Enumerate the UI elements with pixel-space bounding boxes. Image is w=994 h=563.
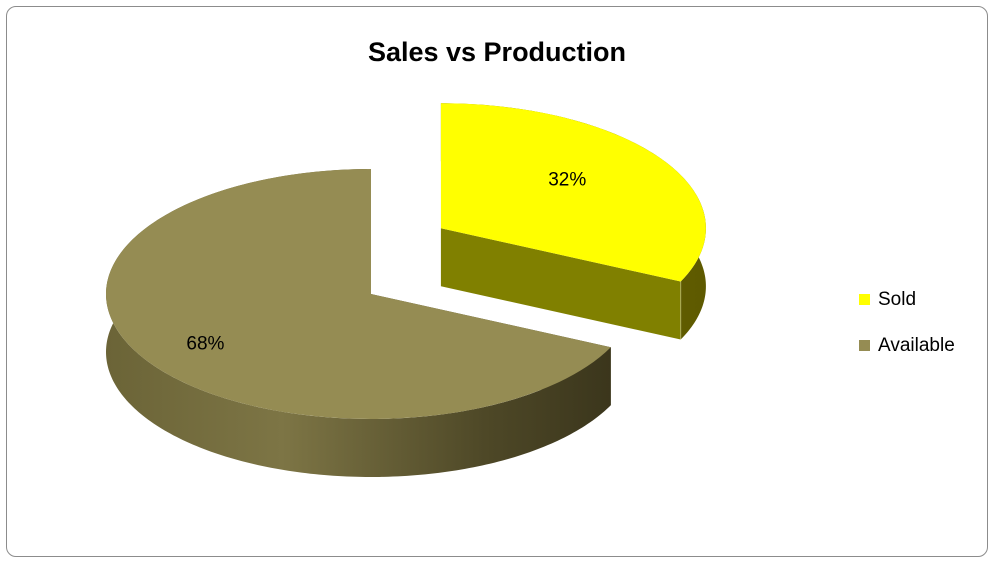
legend-item-available: Available	[859, 334, 955, 357]
slice-sold-top	[440, 103, 706, 282]
legend-label-available: Available	[878, 334, 955, 356]
slice-sold	[440, 103, 706, 340]
legend: Sold Available	[859, 288, 955, 380]
slice-label-available: 68%	[186, 334, 224, 355]
slice-available-top	[106, 169, 611, 420]
legend-swatch-available	[859, 340, 870, 351]
legend-item-sold: Sold	[859, 288, 955, 311]
pie-chart: 32% 68%	[106, 103, 706, 477]
slice-available	[106, 169, 611, 477]
chart-title: Sales vs Production	[367, 37, 627, 67]
slice-sold-wall-1	[440, 228, 681, 340]
chart-frame: Sales vs Production 32% 68% Sold Availabl…	[6, 6, 988, 557]
slice-label-sold: 32%	[548, 169, 586, 190]
legend-swatch-sold	[859, 294, 870, 305]
legend-label-sold: Sold	[878, 288, 917, 310]
